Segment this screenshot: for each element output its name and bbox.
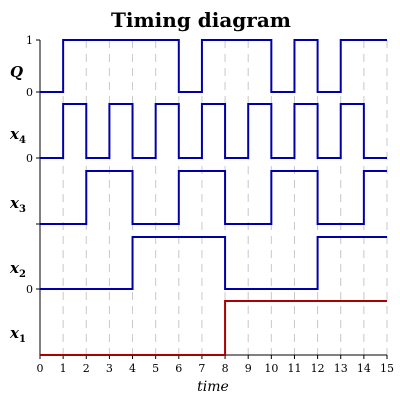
x-axis-label: time (197, 379, 229, 395)
x-tick-label: 1 (60, 362, 67, 375)
x-tick-label: 12 (311, 362, 325, 375)
signal-traces (40, 39, 387, 356)
x-tick-label: 7 (198, 362, 205, 375)
signal-trace-x2 (40, 236, 387, 290)
x-tick-label: 4 (129, 362, 136, 375)
x-tick-label: 2 (83, 362, 90, 375)
x-tick-label: 0 (37, 362, 44, 375)
level-tick-label: 0 (26, 86, 33, 99)
x-tick-label: 9 (245, 362, 252, 375)
x-tick-label: 11 (287, 362, 301, 375)
x-tick-label: 3 (106, 362, 113, 375)
signal-label-x1: x1 (9, 324, 26, 345)
chart-title: Timing diagram (111, 8, 291, 32)
signal-trace-x3 (40, 170, 387, 225)
x-axis-ticks: 0 1 2 3 4 5 6 7 8 9 10 11 12 13 14 15 (37, 355, 394, 375)
axes (39, 40, 387, 356)
x-tick-label: 5 (152, 362, 159, 375)
signal-label-x4: x4 (9, 125, 26, 146)
x-tick-label: 15 (380, 362, 394, 375)
signal-label-x2: x2 (9, 259, 26, 280)
signal-trace-x4 (40, 103, 387, 159)
signal-trace-x1 (40, 300, 387, 356)
level-tick-label: 0 (26, 152, 33, 165)
level-tick-label: 0 (26, 283, 33, 296)
x-tick-label: 10 (264, 362, 278, 375)
signal-label-q: Q (10, 63, 23, 81)
x-tick-label: 13 (334, 362, 348, 375)
x-tick-label: 8 (222, 362, 229, 375)
signal-label-x3: x3 (9, 194, 26, 215)
signal-trace-q (40, 39, 387, 93)
x-tick-label: 6 (175, 362, 182, 375)
level-tick-label: 1 (26, 34, 33, 47)
x-tick-label: 14 (357, 362, 371, 375)
grid (36, 40, 388, 355)
